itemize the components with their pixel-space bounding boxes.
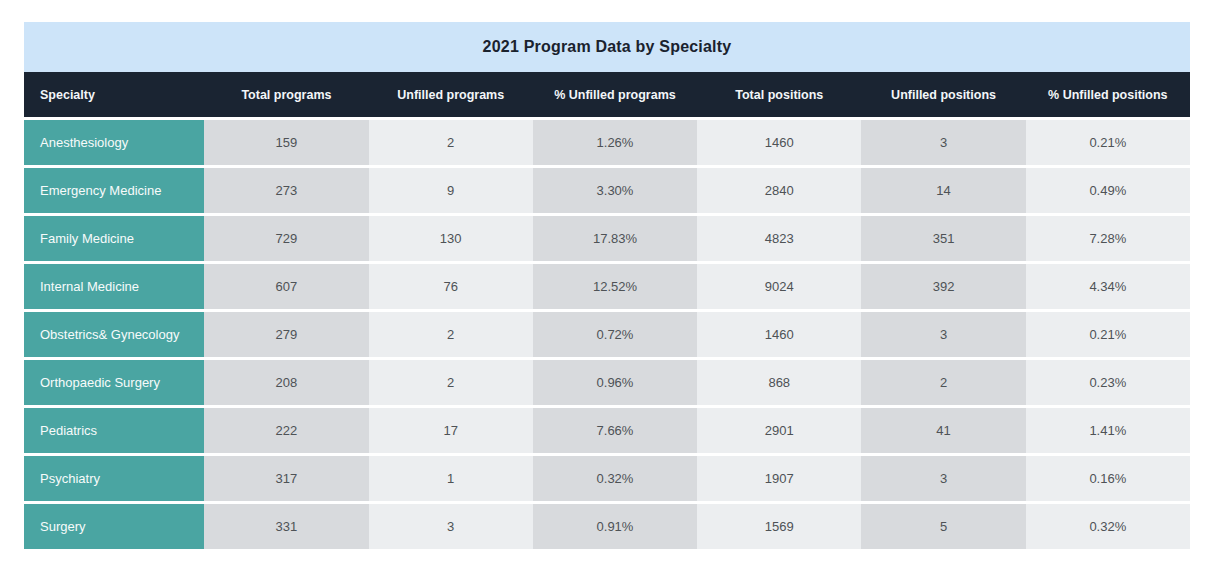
value-cell: 2 (861, 360, 1025, 405)
column-header-pct-unfilled-positions: % Unfilled positions (1026, 72, 1190, 117)
value-cell: 3 (861, 120, 1025, 165)
value-cell: 0.21% (1026, 120, 1190, 165)
table-row-family-medicine: Family Medicine 729 130 17.83% 4823 351 … (24, 216, 1190, 261)
value-cell: 4.34% (1026, 264, 1190, 309)
column-header-total-positions: Total positions (697, 72, 861, 117)
value-cell: 76 (369, 264, 533, 309)
value-cell: 208 (204, 360, 368, 405)
value-cell: 17 (369, 408, 533, 453)
value-cell: 392 (861, 264, 1025, 309)
value-cell: 3 (861, 456, 1025, 501)
table-row-pediatrics: Pediatrics 222 17 7.66% 2901 41 1.41% (24, 408, 1190, 453)
specialty-cell: Anesthesiology (24, 120, 204, 165)
value-cell: 1460 (697, 120, 861, 165)
value-cell: 12.52% (533, 264, 697, 309)
table-row-surgery: Surgery 331 3 0.91% 1569 5 0.32% (24, 504, 1190, 549)
table-row-psychiatry: Psychiatry 317 1 0.32% 1907 3 0.16% (24, 456, 1190, 501)
program-data-table: 2021 Program Data by Specialty Specialty… (24, 22, 1190, 549)
value-cell: 4823 (697, 216, 861, 261)
value-cell: 1.26% (533, 120, 697, 165)
value-cell: 331 (204, 504, 368, 549)
specialty-cell: Surgery (24, 504, 204, 549)
value-cell: 1.41% (1026, 408, 1190, 453)
value-cell: 2 (369, 312, 533, 357)
value-cell: 0.23% (1026, 360, 1190, 405)
value-cell: 2901 (697, 408, 861, 453)
specialty-cell: Family Medicine (24, 216, 204, 261)
table-row-orthopaedic-surgery: Orthopaedic Surgery 208 2 0.96% 868 2 0.… (24, 360, 1190, 405)
value-cell: 317 (204, 456, 368, 501)
value-cell: 0.72% (533, 312, 697, 357)
table-title: 2021 Program Data by Specialty (24, 22, 1190, 72)
value-cell: 1907 (697, 456, 861, 501)
value-cell: 2840 (697, 168, 861, 213)
value-cell: 41 (861, 408, 1025, 453)
value-cell: 279 (204, 312, 368, 357)
value-cell: 9024 (697, 264, 861, 309)
value-cell: 17.83% (533, 216, 697, 261)
table-header-row: Specialty Total programs Unfilled progra… (24, 72, 1190, 117)
value-cell: 1460 (697, 312, 861, 357)
value-cell: 2 (369, 120, 533, 165)
table-row-anesthesiology: Anesthesiology 159 2 1.26% 1460 3 0.21% (24, 120, 1190, 165)
value-cell: 159 (204, 120, 368, 165)
table-row-internal-medicine: Internal Medicine 607 76 12.52% 9024 392… (24, 264, 1190, 309)
table-row-obstetrics-gynecology: Obstetrics& Gynecology 279 2 0.72% 1460 … (24, 312, 1190, 357)
specialty-cell: Pediatrics (24, 408, 204, 453)
specialty-cell: Psychiatry (24, 456, 204, 501)
value-cell: 607 (204, 264, 368, 309)
value-cell: 868 (697, 360, 861, 405)
column-header-total-programs: Total programs (204, 72, 368, 117)
value-cell: 3 (861, 312, 1025, 357)
value-cell: 0.32% (533, 456, 697, 501)
value-cell: 7.66% (533, 408, 697, 453)
value-cell: 0.21% (1026, 312, 1190, 357)
value-cell: 9 (369, 168, 533, 213)
specialty-cell: Emergency Medicine (24, 168, 204, 213)
value-cell: 7.28% (1026, 216, 1190, 261)
value-cell: 0.49% (1026, 168, 1190, 213)
value-cell: 729 (204, 216, 368, 261)
value-cell: 14 (861, 168, 1025, 213)
value-cell: 2 (369, 360, 533, 405)
value-cell: 3 (369, 504, 533, 549)
value-cell: 1 (369, 456, 533, 501)
specialty-cell: Internal Medicine (24, 264, 204, 309)
value-cell: 0.16% (1026, 456, 1190, 501)
column-header-pct-unfilled-programs: % Unfilled programs (533, 72, 697, 117)
column-header-specialty: Specialty (24, 72, 204, 117)
value-cell: 273 (204, 168, 368, 213)
specialty-cell: Obstetrics& Gynecology (24, 312, 204, 357)
value-cell: 0.96% (533, 360, 697, 405)
value-cell: 5 (861, 504, 1025, 549)
table-row-emergency-medicine: Emergency Medicine 273 9 3.30% 2840 14 0… (24, 168, 1190, 213)
value-cell: 3.30% (533, 168, 697, 213)
value-cell: 351 (861, 216, 1025, 261)
column-header-unfilled-positions: Unfilled positions (861, 72, 1025, 117)
value-cell: 0.32% (1026, 504, 1190, 549)
value-cell: 222 (204, 408, 368, 453)
value-cell: 1569 (697, 504, 861, 549)
value-cell: 130 (369, 216, 533, 261)
value-cell: 0.91% (533, 504, 697, 549)
column-header-unfilled-programs: Unfilled programs (369, 72, 533, 117)
specialty-cell: Orthopaedic Surgery (24, 360, 204, 405)
